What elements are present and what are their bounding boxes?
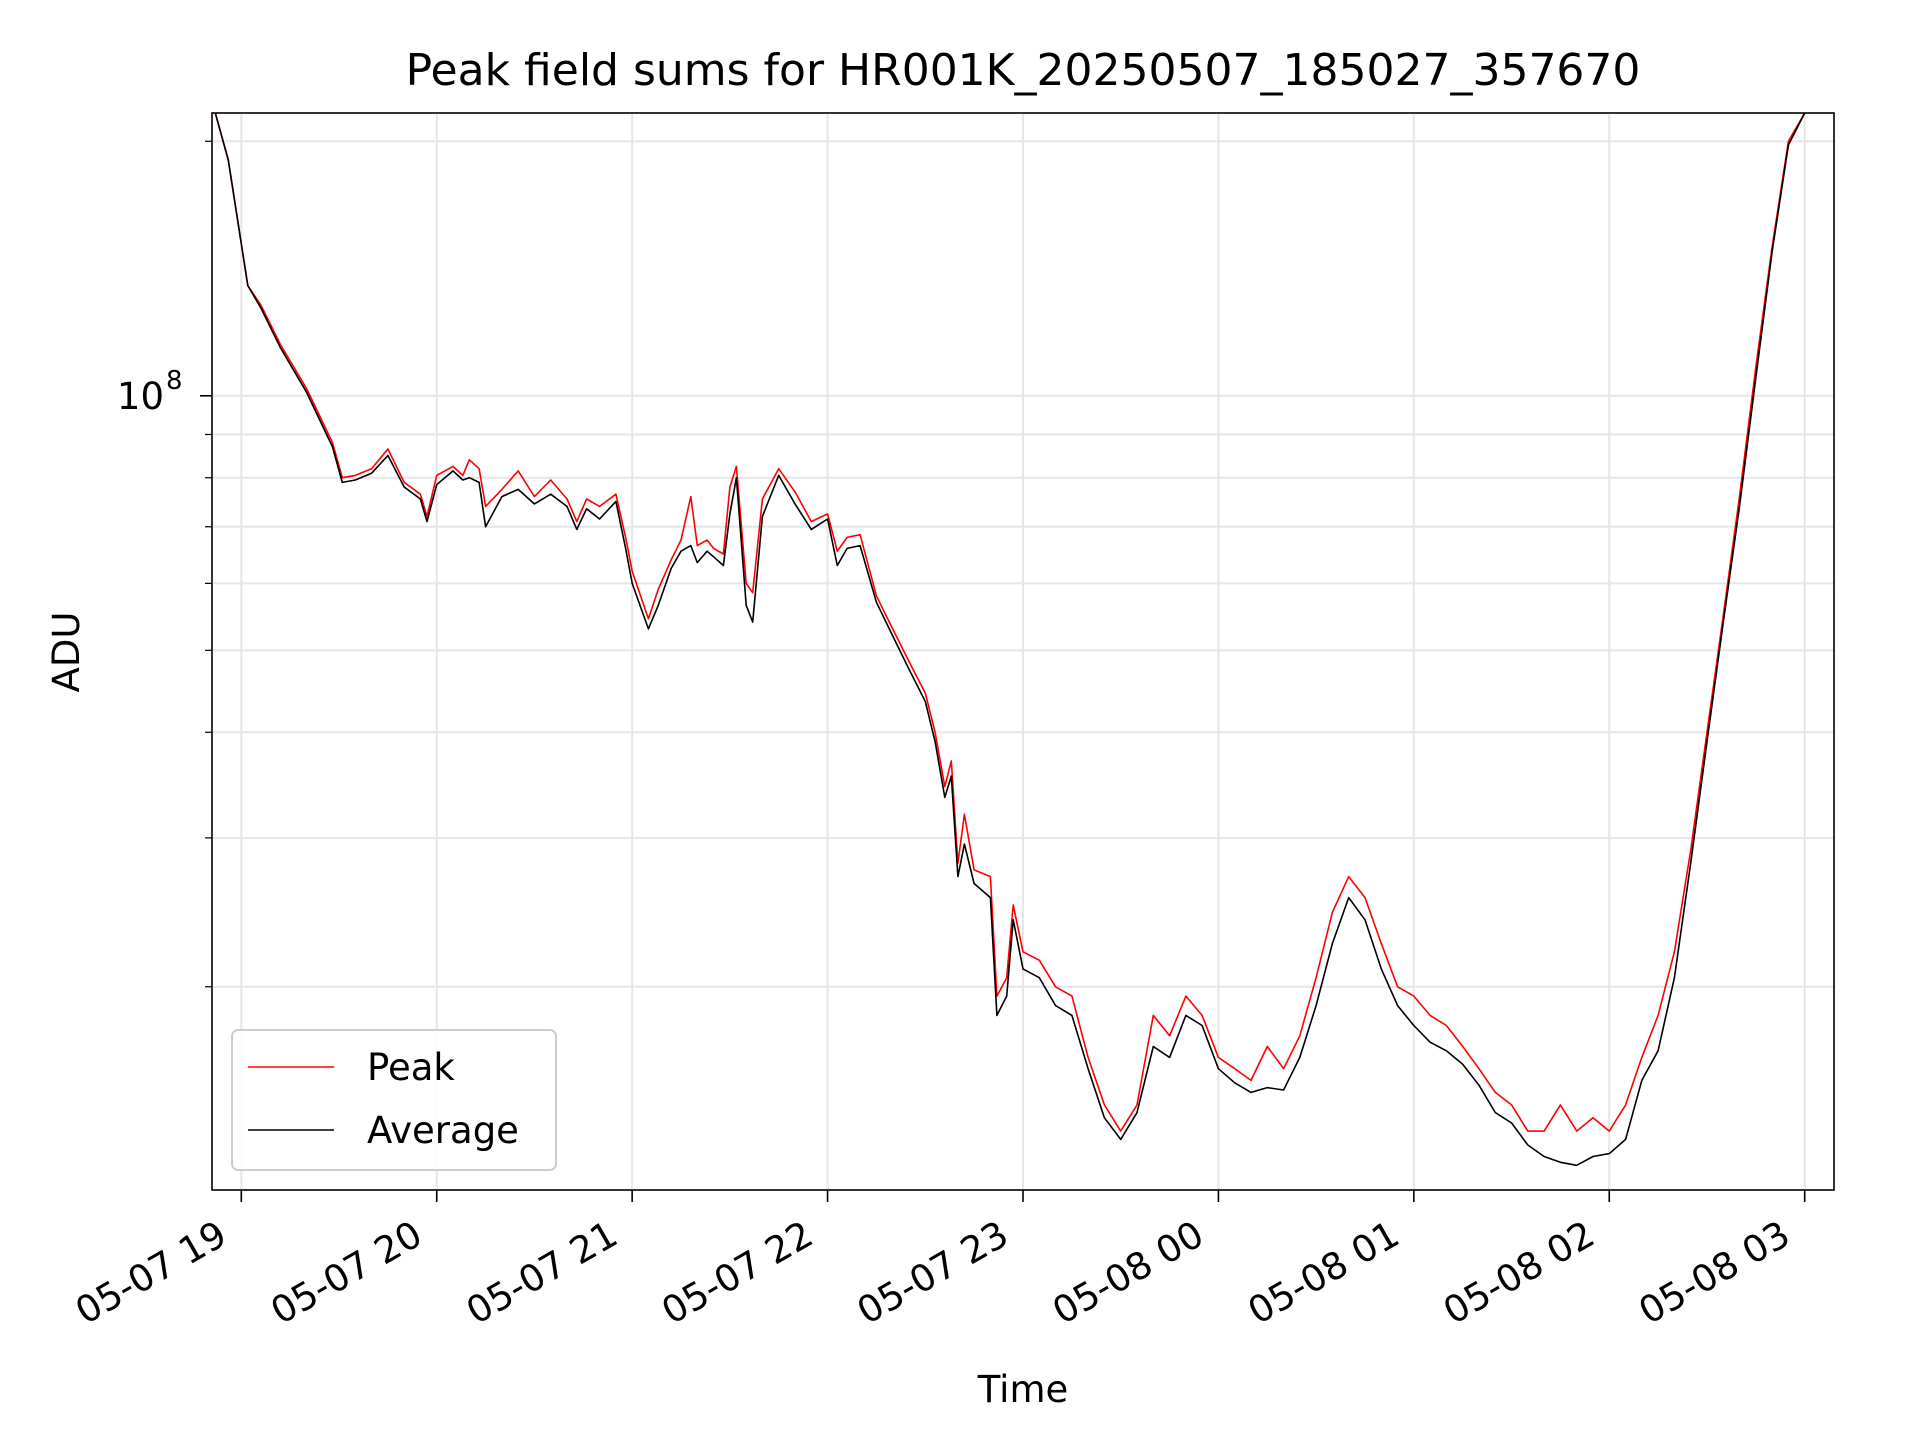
grid <box>212 113 1834 1190</box>
series-line-average <box>214 113 1806 1167</box>
y-axis-label: ADU <box>45 612 88 693</box>
x-axis-label: Time <box>977 1368 1069 1411</box>
legend: Peak Average <box>231 1029 557 1171</box>
chart-title: Peak field sums for HR001K_20250507_1850… <box>406 45 1641 96</box>
y-tick-label-exponent: 8 <box>166 366 183 396</box>
legend-peak-label: Peak <box>367 1046 455 1089</box>
legend-average-label: Average <box>367 1109 519 1152</box>
series-layer <box>214 113 1806 1167</box>
series-line-peak <box>214 113 1806 1132</box>
legend-box <box>231 1029 557 1171</box>
y-tick-label-base: 10 <box>117 375 164 418</box>
